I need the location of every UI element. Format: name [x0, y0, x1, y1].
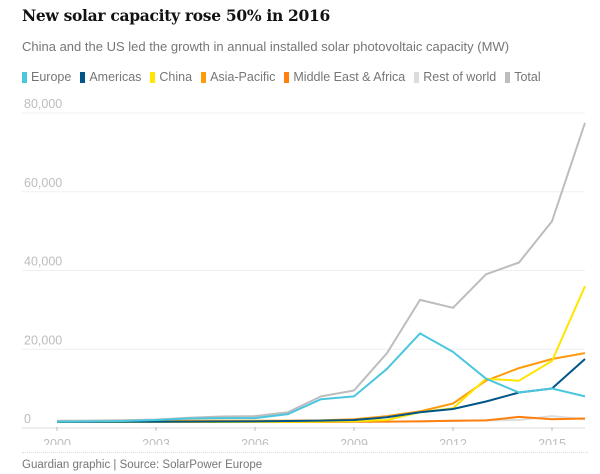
series-line-europe	[56, 332, 586, 423]
legend-label: China	[159, 70, 193, 84]
legend-swatch	[201, 71, 207, 83]
chart-subtitle: China and the US led the growth in annua…	[22, 39, 510, 54]
legend-swatch	[414, 71, 420, 83]
legend-item: Middle East & Africa	[284, 70, 405, 84]
legend-label: Rest of world	[423, 70, 497, 84]
gridlines	[22, 112, 585, 429]
x-tick-label: 2015	[538, 437, 566, 445]
x-tick-label: 2003	[142, 437, 170, 445]
y-tick-label: 40,000	[24, 255, 62, 269]
legend-item: Europe	[22, 70, 71, 84]
legend-swatch	[150, 71, 156, 83]
legend-item: Rest of world	[414, 70, 496, 84]
source-note: Guardian graphic | Source: SolarPower Eu…	[22, 459, 263, 471]
legend-item: Americas	[80, 70, 141, 84]
y-tick-label: 20,000	[24, 333, 62, 347]
series-lines	[56, 122, 586, 423]
x-tick-label: 2009	[340, 437, 368, 445]
footer-divider	[22, 452, 588, 453]
series-line-americas	[57, 358, 586, 423]
legend-label: Americas	[89, 70, 142, 84]
legend-label: Middle East & Africa	[293, 70, 406, 84]
y-tick-label: 60,000	[24, 176, 62, 190]
y-axis-ticks: 0 20,000 40,000 60,000 80,000	[24, 97, 62, 426]
legend-item: Asia-Pacific	[201, 70, 275, 84]
legend-swatch	[80, 71, 86, 83]
legend-swatch	[505, 71, 511, 83]
x-tick-label: 2000	[43, 437, 71, 445]
legend-swatch	[22, 71, 27, 83]
y-tick-label: 0	[24, 412, 31, 426]
y-tick-label: 80,000	[24, 97, 62, 111]
legend-item: Total	[505, 70, 541, 84]
series-line-china	[57, 285, 586, 423]
legend-swatch	[284, 71, 290, 83]
legend-item: China	[150, 70, 192, 84]
x-tick-label: 2012	[439, 437, 467, 445]
legend-label: Europe	[31, 70, 72, 84]
series-line-total	[56, 122, 586, 422]
x-tick-label: 2006	[241, 437, 269, 445]
x-axis: 2000 2003 2006 2009 2012 2015	[43, 427, 566, 445]
legend: Europe Americas China Asia-Pacific Middle Ea…	[22, 70, 541, 84]
chart-title: New solar capacity rose 50% in 2016	[22, 6, 330, 25]
legend-label: Asia-Pacific	[210, 70, 276, 84]
legend-label: Total	[514, 70, 541, 84]
